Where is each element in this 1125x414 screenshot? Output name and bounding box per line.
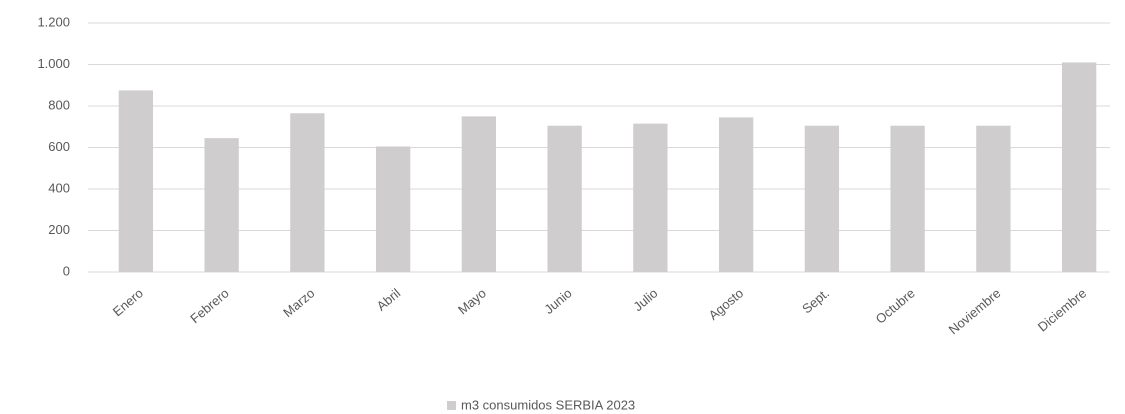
bar [804,125,840,273]
x-tick-label: Abril [374,285,404,313]
y-tick-label: 1.000 [37,56,70,71]
bar [461,116,497,272]
x-tick-label: Agosto [706,285,747,323]
legend-label: m3 consumidos SERBIA 2023 [461,397,635,412]
bar [633,123,668,272]
bar [375,146,411,272]
y-tick-label: 600 [48,139,70,154]
bar [890,125,925,273]
x-tick-label: Marzo [280,285,317,320]
bar [118,90,154,272]
x-tick-label: Junio [541,285,574,316]
y-tick-label: 400 [48,180,70,195]
y-tick-label: 1.200 [37,14,70,29]
legend-swatch [447,401,456,410]
x-tick-label: Julio [630,285,660,314]
x-tick-label: Febrero [187,285,232,326]
x-tick-label: Noviembre [946,285,1004,337]
y-tick-label: 800 [48,97,70,112]
x-tick-label: Sept. [799,285,832,316]
y-tick-label: 200 [48,222,70,237]
bar [976,125,1011,273]
y-tick-label: 0 [63,263,70,278]
bar [204,138,239,272]
bar [290,113,325,272]
x-tick-label: Mayo [455,285,489,317]
x-tick-label: Enero [110,285,146,319]
bar [1061,62,1097,272]
bar [718,117,754,272]
x-tick-label: Octubre [873,285,918,326]
x-tick-label: Diciembre [1035,285,1089,334]
bar [547,125,582,273]
